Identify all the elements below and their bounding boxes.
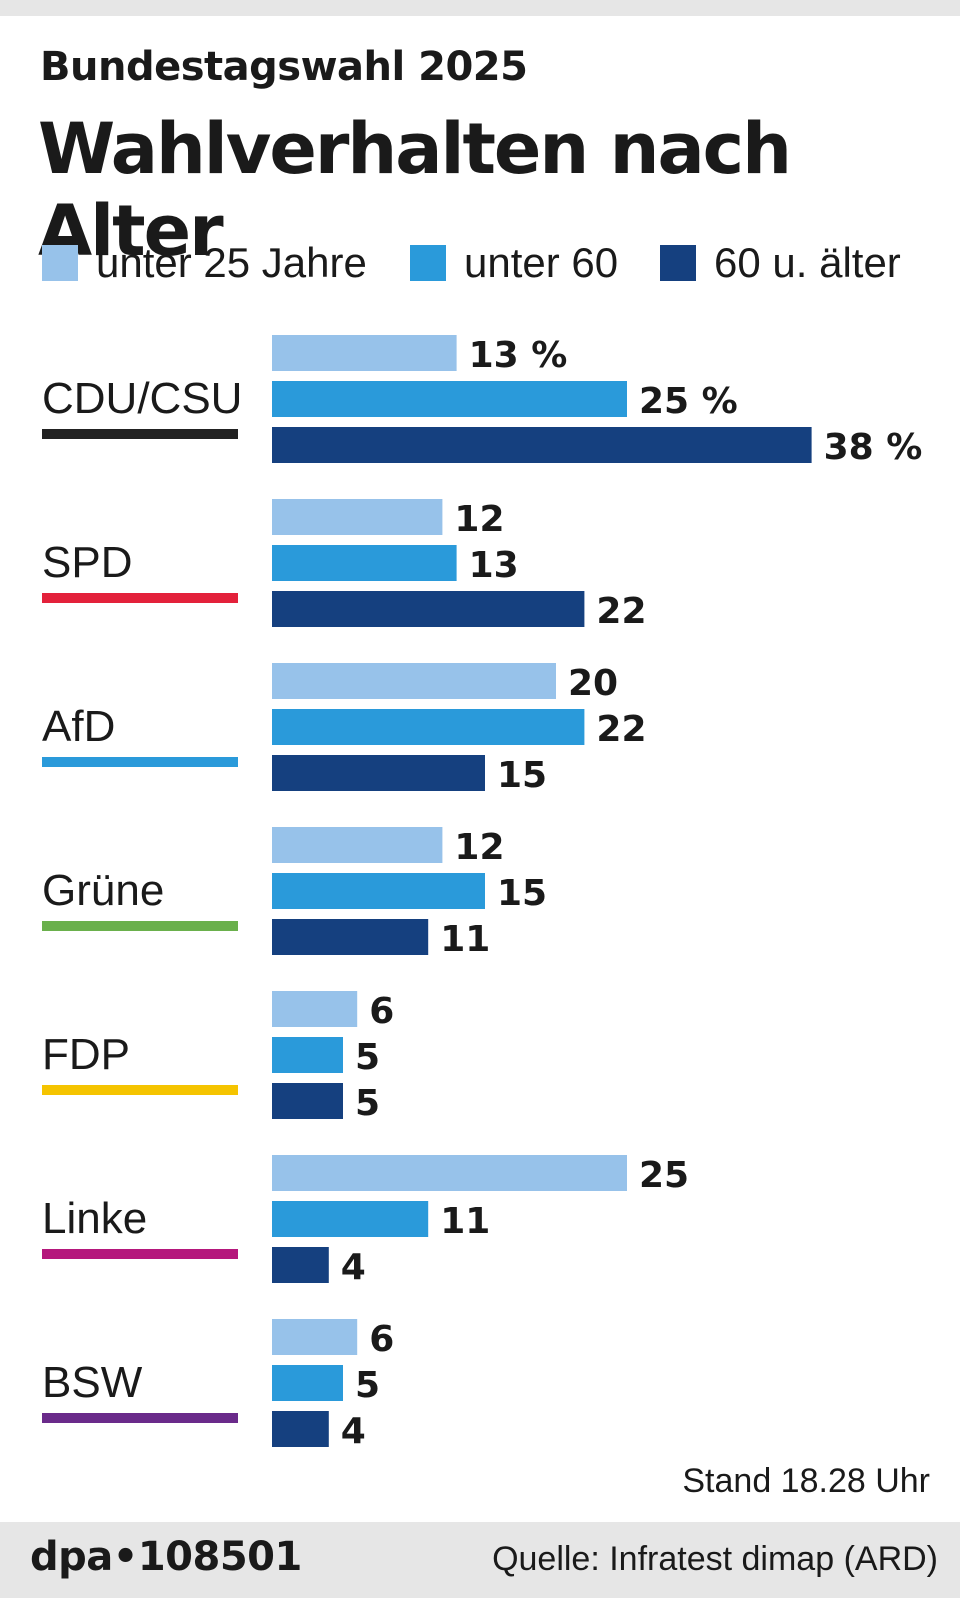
legend-label-under-60: unter 60 (464, 239, 619, 286)
legend: unter 25 Jahre unter 60 60 u. älter (42, 238, 942, 288)
legend-swatch-under-60 (410, 245, 446, 281)
source-note: Quelle: Infratest dimap (ARD) (492, 1540, 938, 1578)
bar-gr-ne-series-1 (272, 873, 485, 909)
bar-gr-ne-series-2 (272, 919, 429, 955)
bar-cdu-csu-series-1 (272, 381, 627, 417)
bar-bsw-series-0 (272, 1319, 358, 1355)
value-label-spd-series-1: 13 (469, 545, 519, 586)
value-label-bsw-series-1: 5 (355, 1365, 380, 1406)
party-label-linke: Linke (42, 1194, 147, 1243)
legend-item-under-25: unter 25 Jahre (42, 238, 367, 288)
value-label-cdu-csu-series-0: 13 % (469, 335, 568, 376)
value-label-linke-series-0: 25 (639, 1155, 689, 1196)
party-label-afd: AfD (42, 702, 115, 751)
value-label-fdp-series-0: 6 (369, 991, 394, 1032)
bar-gr-ne-series-0 (272, 827, 443, 863)
legend-label-60-plus: 60 u. älter (714, 239, 901, 286)
legend-label-under-25: unter 25 Jahre (96, 239, 367, 286)
chart-title: Wahlverhalten nach Alter (38, 108, 792, 272)
value-label-cdu-csu-series-2: 38 % (824, 427, 923, 468)
bar-cdu-csu-series-0 (272, 335, 457, 371)
value-label-gr-ne-series-1: 15 (497, 873, 547, 914)
value-label-linke-series-1: 11 (440, 1201, 490, 1242)
bar-fdp-series-1 (272, 1037, 343, 1073)
value-label-bsw-series-0: 6 (369, 1319, 394, 1360)
bar-afd-series-1 (272, 709, 585, 745)
top-strip (0, 0, 960, 16)
bar-linke-series-1 (272, 1201, 429, 1237)
party-color-bar-fdp (42, 1085, 238, 1095)
chart-supertitle: Bundestagswahl 2025 (40, 44, 528, 90)
bar-bsw-series-2 (272, 1411, 329, 1447)
agency-id: dpa•108501 (30, 1534, 302, 1580)
value-label-afd-series-0: 20 (568, 663, 618, 704)
value-label-spd-series-0: 12 (454, 499, 504, 540)
party-label-bsw: BSW (42, 1358, 143, 1407)
bar-cdu-csu-series-2 (272, 427, 812, 463)
value-label-gr-ne-series-0: 12 (454, 827, 504, 868)
bar-fdp-series-2 (272, 1083, 343, 1119)
party-color-bar-bsw (42, 1413, 238, 1423)
value-label-fdp-series-2: 5 (355, 1083, 380, 1124)
bar-afd-series-2 (272, 755, 485, 791)
value-label-afd-series-2: 15 (497, 755, 547, 796)
value-label-gr-ne-series-2: 11 (440, 919, 490, 960)
legend-item-under-60: unter 60 (410, 238, 618, 288)
party-color-bar-spd (42, 593, 238, 603)
value-label-linke-series-2: 4 (341, 1247, 366, 1288)
legend-swatch-under-25 (42, 245, 78, 281)
party-color-bar-linke (42, 1249, 238, 1259)
party-label-gr-ne: Grüne (42, 866, 164, 915)
value-label-spd-series-2: 22 (596, 591, 646, 632)
party-color-bar-cdu-csu (42, 429, 238, 439)
party-label-cdu-csu: CDU/CSU (42, 374, 242, 423)
value-label-afd-series-1: 22 (596, 709, 646, 750)
bar-fdp-series-0 (272, 991, 358, 1027)
party-color-bar-gr-ne (42, 921, 238, 931)
legend-swatch-60-plus (660, 245, 696, 281)
bar-spd-series-1 (272, 545, 457, 581)
legend-item-60-plus: 60 u. älter (660, 238, 901, 288)
value-label-fdp-series-1: 5 (355, 1037, 380, 1078)
party-color-bar-afd (42, 757, 238, 767)
bar-spd-series-0 (272, 499, 443, 535)
bar-afd-series-0 (272, 663, 556, 699)
footer-bar: dpa•108501 Quelle: Infratest dimap (ARD) (0, 1522, 960, 1598)
party-label-spd: SPD (42, 538, 132, 587)
timestamp: Stand 18.28 Uhr (682, 1462, 930, 1500)
value-label-cdu-csu-series-1: 25 % (639, 381, 738, 422)
bar-spd-series-2 (272, 591, 585, 627)
party-label-fdp: FDP (42, 1030, 130, 1079)
bar-linke-series-0 (272, 1155, 627, 1191)
value-label-bsw-series-2: 4 (341, 1411, 366, 1450)
bar-chart: CDU/CSU 13 % 25 % 38 % SPD 12 13 22 AfD 20 22 15 Grü… (42, 335, 923, 1450)
bar-linke-series-2 (272, 1247, 329, 1283)
bar-bsw-series-1 (272, 1365, 343, 1401)
